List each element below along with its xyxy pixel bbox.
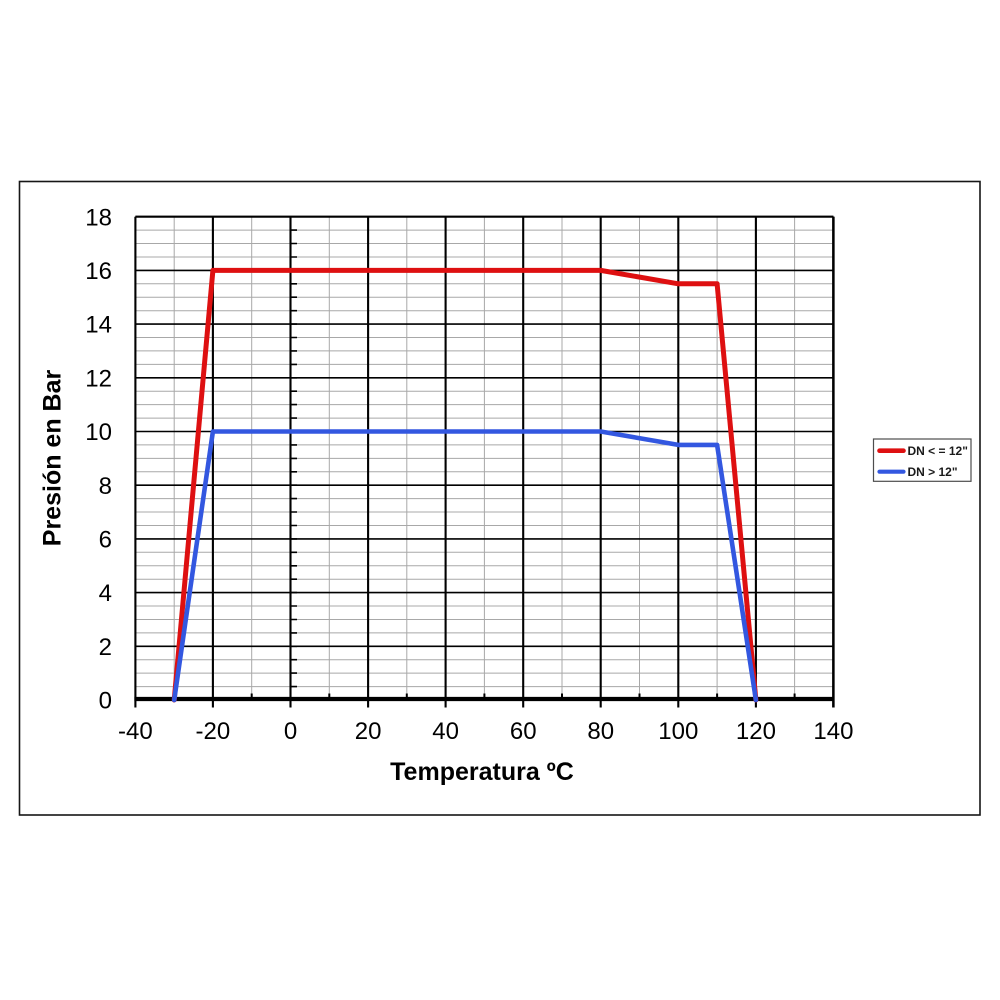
svg-text:12: 12 <box>85 365 112 392</box>
svg-text:6: 6 <box>99 527 112 554</box>
svg-text:16: 16 <box>85 258 112 285</box>
svg-text:80: 80 <box>587 718 614 745</box>
svg-text:Presión en Bar: Presión en Bar <box>39 370 67 547</box>
svg-text:18: 18 <box>85 204 112 231</box>
svg-text:14: 14 <box>85 312 112 339</box>
svg-text:4: 4 <box>99 580 112 607</box>
svg-text:0: 0 <box>99 688 112 715</box>
svg-text:8: 8 <box>99 473 112 500</box>
svg-text:DN > 12": DN > 12" <box>908 465 958 479</box>
svg-text:-20: -20 <box>196 718 231 745</box>
svg-text:0: 0 <box>284 718 297 745</box>
svg-text:20: 20 <box>355 718 382 745</box>
svg-text:60: 60 <box>510 718 537 745</box>
svg-text:100: 100 <box>658 718 698 745</box>
svg-text:120: 120 <box>736 718 776 745</box>
svg-text:140: 140 <box>813 718 853 745</box>
svg-text:-40: -40 <box>118 718 153 745</box>
svg-text:40: 40 <box>432 718 459 745</box>
svg-text:Temperatura ºC: Temperatura ºC <box>390 758 574 786</box>
svg-text:10: 10 <box>85 419 112 446</box>
svg-text:2: 2 <box>99 634 112 661</box>
svg-text:DN < = 12": DN < = 12" <box>908 444 968 458</box>
